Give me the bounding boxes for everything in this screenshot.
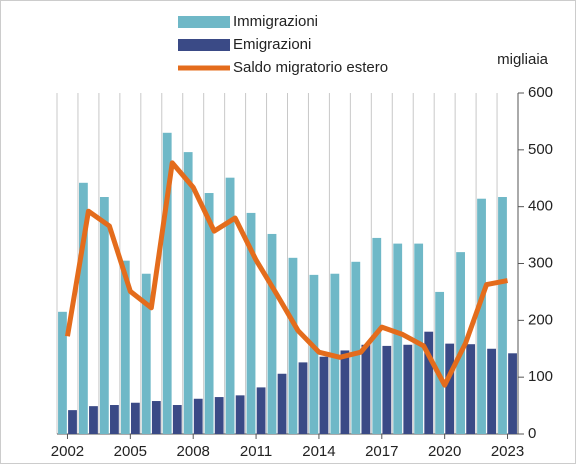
bar [277, 373, 287, 434]
bar [99, 197, 109, 434]
bar [172, 405, 182, 434]
y-tick-label: 200 [528, 311, 553, 328]
bar [130, 402, 140, 434]
bar [498, 197, 507, 434]
legend-label: Saldo migratorio estero [233, 59, 388, 76]
bar [340, 350, 350, 434]
bar [162, 132, 172, 435]
bar [361, 344, 371, 434]
bar [288, 257, 298, 434]
legend-label: Immigrazioni [233, 13, 318, 30]
x-tick-label: 2017 [365, 443, 398, 460]
x-tick-label: 2014 [302, 443, 335, 460]
bar [456, 252, 465, 434]
bar [141, 273, 151, 434]
y-tick-label: 500 [528, 141, 553, 158]
y-tick-label: 600 [528, 84, 553, 101]
bar [267, 233, 277, 434]
bar [225, 177, 235, 434]
x-tick-label: 2002 [51, 443, 84, 460]
unit-label: migliaia [497, 51, 549, 68]
bar [204, 193, 214, 434]
bar [319, 356, 329, 434]
x-tick-label: 2011 [240, 443, 272, 460]
bar [309, 274, 319, 434]
x-tick-label: 2020 [428, 443, 461, 460]
bar [351, 261, 361, 434]
bar [414, 243, 424, 434]
bar [487, 348, 496, 434]
bar [298, 362, 308, 434]
bar [58, 311, 67, 434]
bar [424, 331, 434, 434]
bar [435, 291, 445, 434]
bar [89, 406, 98, 434]
line [65, 160, 508, 388]
y-tick-label: 400 [528, 198, 553, 215]
x-tick-label: 2005 [114, 443, 147, 460]
bar [151, 401, 161, 434]
y-tick-label: 0 [528, 425, 536, 442]
bar [508, 353, 517, 434]
bar [445, 343, 455, 434]
bar [214, 397, 224, 434]
bar [235, 395, 245, 434]
bar [246, 212, 256, 434]
y-tick-label: 300 [528, 254, 553, 271]
bar [183, 152, 193, 434]
bar [477, 198, 486, 434]
x-tick-label: 2008 [177, 443, 210, 460]
legend-swatch [178, 16, 230, 28]
bar [193, 398, 203, 434]
bar [120, 260, 130, 434]
bar [393, 243, 403, 434]
legend-label: Emigrazioni [233, 36, 311, 53]
bar [110, 405, 119, 434]
bar [256, 387, 266, 434]
legend-swatch [178, 39, 230, 51]
x-tick-label: 2023 [491, 443, 524, 460]
bar [403, 344, 413, 434]
bar [79, 182, 88, 434]
bar [68, 410, 77, 434]
bar [466, 344, 476, 434]
y-tick-label: 100 [528, 368, 553, 385]
bar [382, 345, 392, 434]
